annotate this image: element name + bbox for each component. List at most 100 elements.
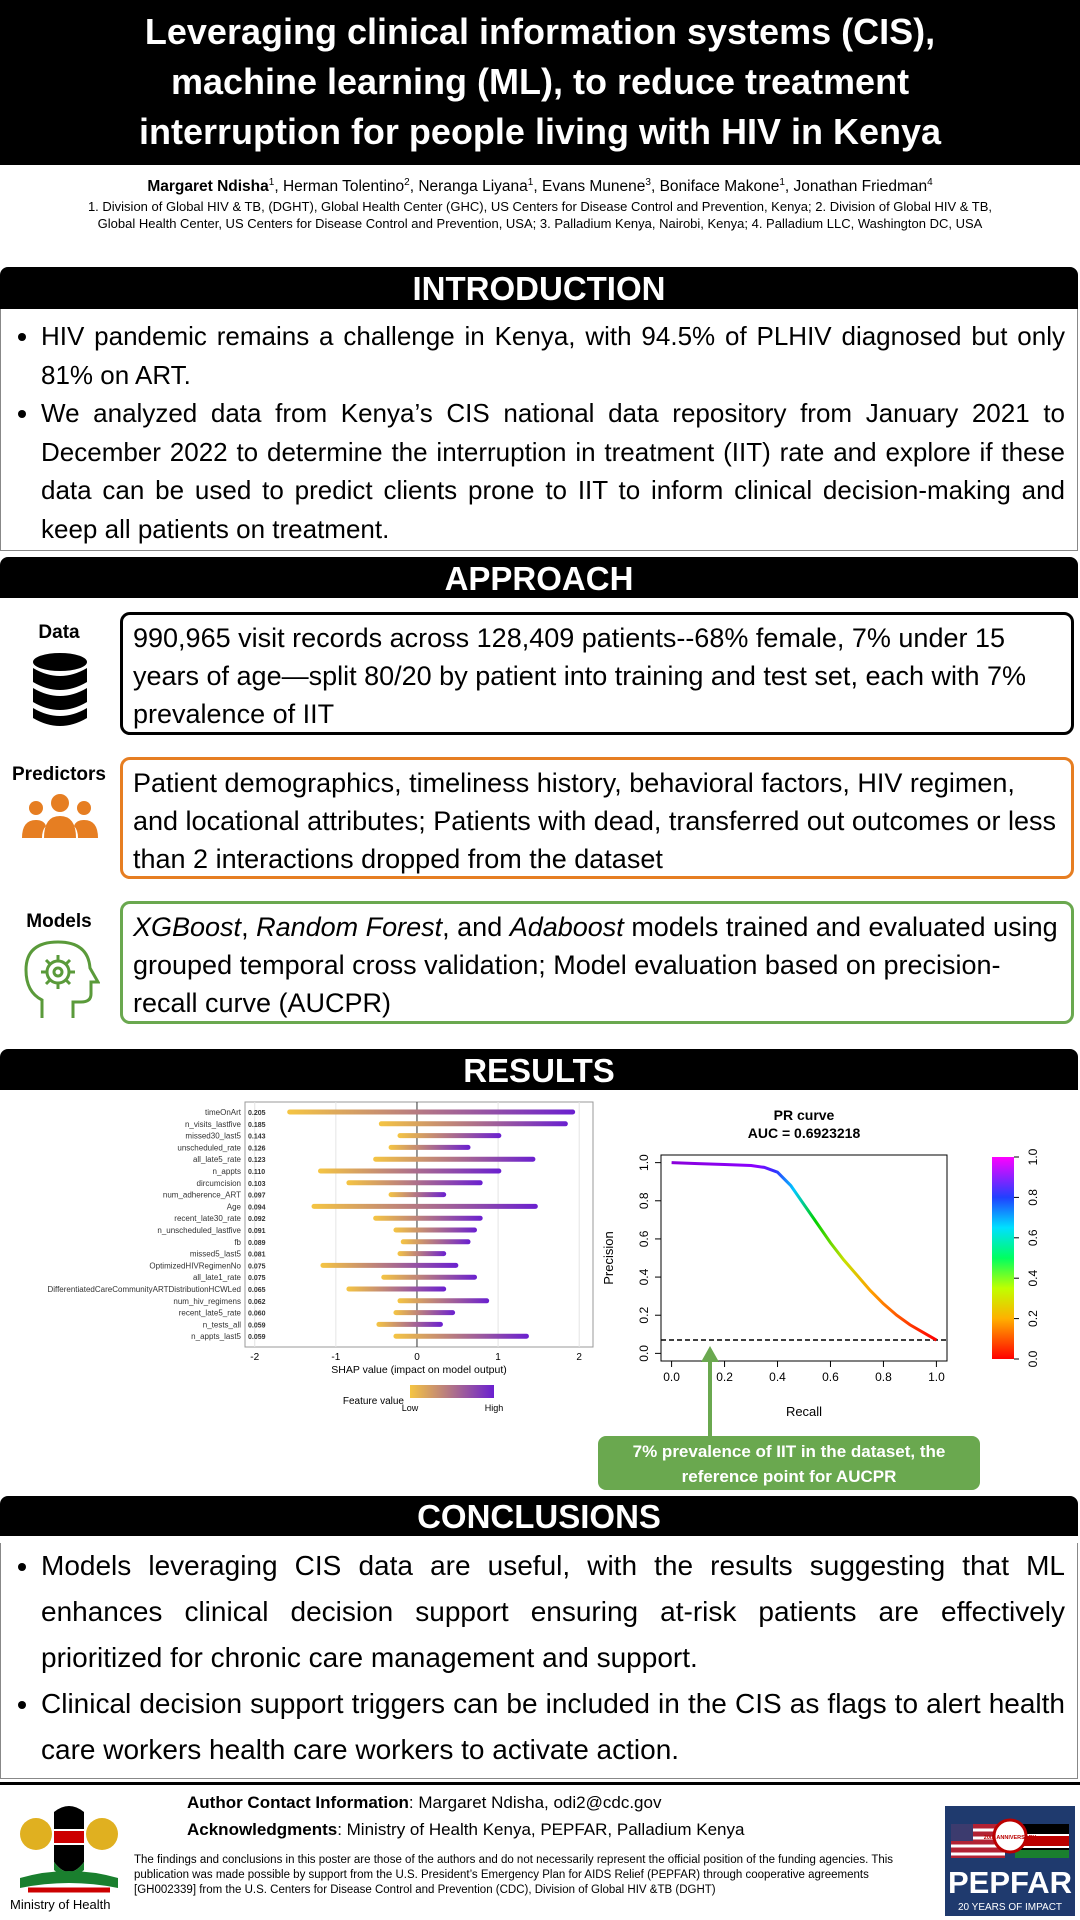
author-name: Evans Munene	[541, 178, 646, 196]
feature-importance: 0.185	[248, 1122, 266, 1129]
author-separator: ,	[533, 178, 542, 196]
people-icon	[22, 794, 98, 838]
section-heading: CONCLUSIONS	[0, 1496, 1078, 1536]
feature-name: dircumcision	[197, 1179, 241, 1188]
affiliations: 1. Division of Global HIV & TB, (DGHT), …	[0, 198, 1080, 232]
feature-name: recent_late30_rate	[174, 1214, 241, 1223]
bullet-list: Models leveraging CIS data are useful, w…	[1, 1543, 1077, 1773]
feature-name: missed5_last5	[190, 1250, 242, 1259]
author-affiliation: 1	[779, 177, 785, 188]
y-tick-label: 0.0	[637, 1345, 651, 1362]
legend-low: Low	[402, 1403, 419, 1413]
bullet: Models leveraging CIS data are useful, w…	[41, 1543, 1065, 1681]
feature-importance: 0.143	[248, 1134, 266, 1141]
shap-spread	[373, 1215, 483, 1221]
x-tick-label: 0.4	[769, 1370, 786, 1384]
feature-name: n_appts_last5	[191, 1332, 241, 1341]
y-tick-label: 0.2	[637, 1307, 651, 1324]
x-tick-label: -2	[250, 1352, 259, 1363]
feature-name: n_unscheduled_lastfive	[157, 1226, 241, 1235]
colorbar	[992, 1157, 1014, 1359]
section-heading: INTRODUCTION	[0, 267, 1078, 309]
shap-spread	[400, 1239, 471, 1245]
bullet: HIV pandemic remains a challenge in Keny…	[41, 317, 1065, 394]
model-icon	[24, 940, 100, 1018]
author-affiliation: 2	[404, 177, 410, 188]
shap-spread	[393, 1333, 529, 1339]
colorbar-label: 0.6	[1026, 1229, 1040, 1246]
text-part: Random Forest	[256, 912, 443, 942]
pr-curve	[671, 1161, 938, 1342]
bullet: Clinical decision support triggers can b…	[41, 1681, 1065, 1773]
author-name: Herman Tolentino	[282, 178, 405, 196]
feature-importance: 0.059	[248, 1322, 266, 1329]
ack-label: Acknowledgments	[187, 1820, 338, 1839]
title-line: Leveraging clinical information systems …	[144, 11, 936, 52]
author-affiliation: 1	[527, 177, 534, 188]
feature-importance: 0.205	[248, 1110, 266, 1117]
contact-text: : Margaret Ndisha, odi2@cdc.gov	[408, 1793, 662, 1812]
feature-name: DifferentiatedCareCommunityARTDistributi…	[47, 1285, 241, 1294]
feature-name: all_late1_rate	[193, 1273, 242, 1282]
bullet-list: HIV pandemic remains a challenge in Keny…	[1, 317, 1077, 548]
feature-importance: 0.126	[248, 1145, 266, 1152]
feature-importance: 0.092	[248, 1216, 266, 1223]
shap-spread	[388, 1144, 471, 1150]
feature-importance: 0.123	[248, 1157, 266, 1164]
x-tick-label: 1	[495, 1352, 501, 1363]
feature-importance: 0.062	[248, 1299, 266, 1306]
colorbar-label: 0.8	[1026, 1189, 1040, 1206]
conclusions-box: Models leveraging CIS data are useful, w…	[0, 1543, 1078, 1779]
x-tick-label: 0.6	[822, 1370, 839, 1384]
shap-spread	[346, 1180, 483, 1186]
x-tick-label: -1	[331, 1352, 340, 1363]
acknowledgments: Acknowledgments: Ministry of Health Keny…	[187, 1820, 744, 1840]
affiliation-line: Global Health Center, US Centers for Dis…	[97, 216, 983, 231]
coat-of-arms	[20, 1806, 118, 1893]
shap-spread	[346, 1286, 447, 1292]
shap-spread	[373, 1156, 536, 1162]
feature-importance: 0.097	[248, 1193, 266, 1200]
author-separator: ,	[274, 178, 283, 196]
author-separator: ,	[409, 178, 419, 196]
shap-spread	[397, 1133, 502, 1139]
shap-spread	[287, 1109, 576, 1115]
affiliation-line: 1. Division of Global HIV & TB, (DGHT), …	[87, 199, 993, 214]
colorbar-label: 0.2	[1026, 1310, 1040, 1327]
feature-importance: 0.094	[248, 1204, 266, 1211]
authors: Margaret Ndisha 1, Herman Tolentino2, Ner…	[0, 177, 1080, 196]
chart-subtitle: AUC = 0.6923218	[748, 1125, 861, 1141]
title-line: interruption for people living with HIV …	[138, 111, 942, 152]
feature-name: recent_late5_rate	[179, 1309, 242, 1318]
row-label: Models	[26, 911, 92, 932]
x-tick-label: 0	[414, 1352, 420, 1363]
shap-spread	[311, 1203, 538, 1209]
y-tick-label: 0.6	[637, 1230, 651, 1247]
predictors-box: Patient demographics, timeliness history…	[120, 757, 1074, 879]
y-tick-label: 0.8	[637, 1192, 651, 1209]
disclaimer: The findings and conclusions in this pos…	[134, 1854, 894, 1896]
feature-importance: 0.059	[248, 1334, 266, 1341]
shap-spread	[318, 1168, 502, 1174]
data-box: 990,965 visit records across 128,409 pat…	[120, 612, 1074, 735]
title-line: machine learning (ML), to reduce treatme…	[170, 61, 910, 102]
feature-name: Age	[227, 1202, 242, 1211]
shap-spread	[378, 1121, 568, 1127]
callout-arrowhead	[701, 1346, 719, 1362]
author-name: Neranga Liyana	[418, 178, 528, 196]
contact: Author Contact Information: Margaret Ndi…	[187, 1793, 661, 1813]
legend-high: High	[485, 1403, 504, 1413]
colorbar-label: 0.0	[1026, 1350, 1040, 1367]
callout: 7% prevalence of IIT in the dataset, the…	[598, 1436, 980, 1490]
bullet: We analyzed data from Kenya’s CIS nation…	[41, 394, 1065, 548]
feature-importance: 0.075	[248, 1275, 266, 1282]
intro-box: HIV pandemic remains a challenge in Keny…	[0, 309, 1078, 551]
footer-rule	[0, 1782, 1080, 1785]
pepfar-name: PEPFAR	[948, 1865, 1072, 1900]
author-separator: ,	[650, 178, 660, 196]
feature-name: n_tests_all	[203, 1320, 241, 1329]
ack-text: : Ministry of Health Kenya, PEPFAR, Pall…	[337, 1820, 745, 1839]
text-part: Adaboost	[509, 912, 624, 942]
author-name: Margaret Ndisha	[147, 178, 269, 196]
shap-spread	[393, 1310, 456, 1316]
